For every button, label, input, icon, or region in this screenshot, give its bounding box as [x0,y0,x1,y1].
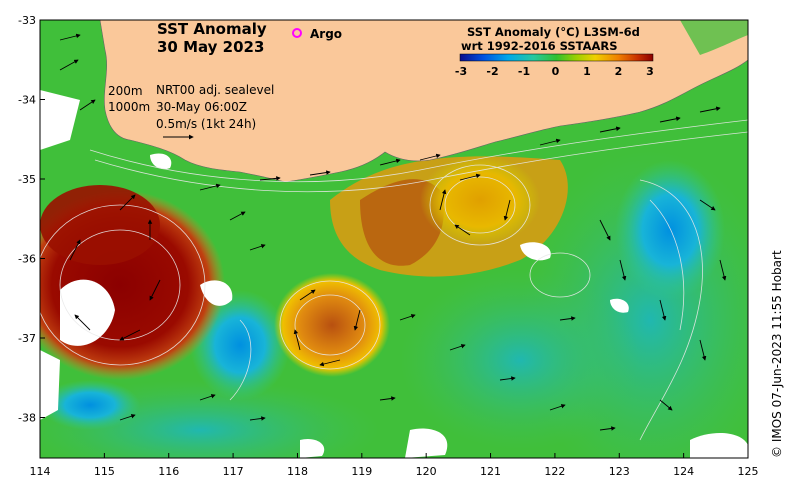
current-vectors [59,33,727,431]
map-title-line1: SST Anomaly [157,20,267,38]
colorbar-tick-label: -2 [486,65,498,78]
land-mass-northeast [680,20,748,55]
warm-core-eddy-northwest [40,185,160,265]
y-tick-label: -34 [18,94,36,107]
y-tick-label: -33 [18,14,36,27]
colorbar-tick-label: 3 [646,65,654,78]
x-tick-label: 125 [738,465,759,478]
x-tick-label: 118 [287,465,308,478]
cloud-gaps [40,90,748,458]
contour-label-deep: 1000m [108,100,150,114]
colorbar-tick-label: 2 [615,65,623,78]
credit-label: © IMOS 07-Jun-2023 11:55 Hobart [770,250,784,458]
colorbar-ticks: -3 -2 -1 0 1 2 3 [455,65,654,78]
colorbar-tick-label: 0 [552,65,560,78]
x-tick-label: 122 [544,465,565,478]
x-tick-label: 119 [351,465,372,478]
x-tick-label: 114 [30,465,51,478]
contour-label-shallow: 200m [108,84,143,98]
argo-marker-icon [292,28,302,38]
x-tick-label: 120 [416,465,437,478]
colorbar-tick-label: 1 [583,65,591,78]
x-tick-label: 123 [609,465,630,478]
y-tick-label: -35 [18,173,36,186]
colorbar-title-line1: SST Anomaly (°C) L3SM-6d [467,25,640,39]
y-tick-label: -37 [18,332,36,345]
vector-scale-label: 0.5m/s (1kt 24h) [156,117,256,131]
x-tick-label: 121 [480,465,501,478]
colorbar-title-line2: wrt 1992-2016 SSTAARS [461,39,618,53]
colorbar [459,53,654,62]
product-label: NRT00 adj. sealevel [156,83,274,97]
argo-legend-label: Argo [310,27,342,41]
x-axis: 114 115 116 117 118 119 120 121 122 123 124 125 [30,453,759,478]
map-title-line2: 30 May 2023 [157,38,264,56]
y-axis: -33 -34 -35 -36 -37 -38 [18,14,45,425]
colorbar-tick-label: -3 [455,65,467,78]
bathymetry-contours [40,119,748,441]
x-tick-label: 117 [223,465,244,478]
y-tick-label: -38 [18,412,36,425]
valid-time-label: 30-May 06:00Z [156,100,247,114]
x-tick-label: 115 [94,465,115,478]
cyan-patch-southwest [40,380,140,430]
colorbar-tick-label: -1 [518,65,530,78]
x-tick-label: 116 [158,465,179,478]
x-tick-label: 124 [673,465,694,478]
cyan-patch-east [615,160,725,300]
warm-eddy-north [420,155,540,245]
warm-eddy-centre [274,273,390,377]
plot-frame [39,19,749,459]
cool-water-region-centre [400,270,640,450]
y-tick-label: -36 [18,253,36,266]
